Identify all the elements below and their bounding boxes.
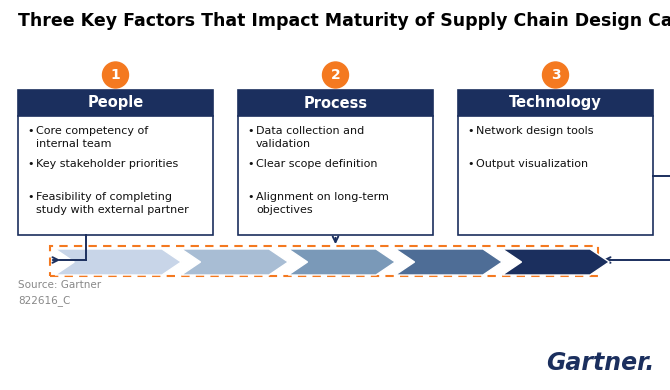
Text: •: • [27, 192, 34, 202]
Bar [458, 90, 653, 116]
Text: •: • [27, 126, 34, 136]
Text: •: • [27, 159, 34, 169]
Text: Core competency of
internal team: Core competency of internal team [36, 126, 148, 149]
Text: Data collection and
validation: Data collection and validation [256, 126, 364, 149]
Polygon shape [502, 249, 609, 275]
Text: 3: 3 [551, 68, 560, 82]
Text: Technology: Technology [509, 96, 602, 110]
Text: 2: 2 [330, 68, 340, 82]
Text: •: • [247, 126, 253, 136]
Bar [18, 116, 213, 235]
Text: •: • [247, 192, 253, 202]
Text: Alignment on long-term
objectives: Alignment on long-term objectives [256, 192, 389, 215]
Text: •: • [467, 126, 474, 136]
Text: Clear scope definition: Clear scope definition [256, 159, 377, 169]
Polygon shape [288, 249, 395, 275]
Text: Feasibility of completing
study with external partner: Feasibility of completing study with ext… [36, 192, 189, 215]
Text: Process: Process [304, 96, 368, 110]
Text: •: • [467, 159, 474, 169]
Circle shape [543, 62, 569, 88]
Text: •: • [247, 159, 253, 169]
Text: Output visualization: Output visualization [476, 159, 588, 169]
Text: 1: 1 [111, 68, 121, 82]
Text: Gartner.: Gartner. [547, 351, 655, 375]
Polygon shape [55, 249, 182, 275]
Bar [18, 90, 213, 116]
Text: Three Key Factors That Impact Maturity of Supply Chain Design Capability: Three Key Factors That Impact Maturity o… [18, 12, 670, 30]
Circle shape [103, 62, 129, 88]
Text: Network design tools: Network design tools [476, 126, 594, 136]
Text: People: People [87, 96, 143, 110]
Polygon shape [395, 249, 502, 275]
Bar [238, 90, 433, 116]
Polygon shape [182, 249, 288, 275]
Text: Source: Gartner
822616_C: Source: Gartner 822616_C [18, 280, 101, 306]
Bar [238, 116, 433, 235]
Circle shape [322, 62, 348, 88]
Bar [50, 246, 598, 276]
Bar [458, 116, 653, 235]
Text: Key stakeholder priorities: Key stakeholder priorities [36, 159, 178, 169]
